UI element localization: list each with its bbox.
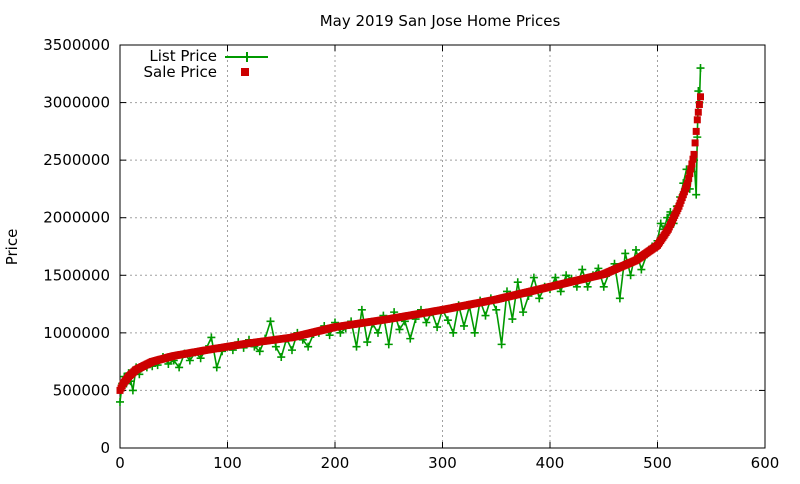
y-tick-label: 500000 — [53, 381, 110, 399]
list-price-point — [513, 278, 522, 287]
y-tick-label: 0 — [100, 439, 110, 457]
list-price-point — [406, 334, 415, 343]
list-price-point — [637, 265, 646, 274]
x-tick-label: 300 — [428, 454, 457, 472]
x-tick-label: 600 — [751, 454, 780, 472]
list-price-point — [277, 353, 286, 362]
list-price-point — [508, 315, 517, 324]
list-price-point — [357, 305, 366, 314]
x-tick-label: 100 — [213, 454, 242, 472]
y-tick-label: 3000000 — [43, 94, 110, 112]
list-price-point — [271, 342, 280, 351]
list-price-point — [460, 321, 468, 330]
legend-label-sale-price: Sale Price — [144, 63, 217, 81]
sale-price-point — [687, 165, 695, 173]
list-price-point — [433, 323, 442, 332]
y-axis-label: Price — [3, 229, 21, 266]
sale-price-point — [688, 160, 696, 168]
list-price-point — [196, 354, 205, 363]
y-tick-label: 2000000 — [43, 209, 110, 227]
list-price-point — [384, 340, 393, 349]
sale-price-point — [693, 116, 701, 124]
list-price-point — [128, 386, 137, 395]
sale-price-point — [697, 93, 704, 101]
series-list-price — [116, 64, 705, 406]
list-price-point — [288, 346, 296, 355]
list-price-point — [551, 273, 560, 282]
list-price-point — [656, 219, 665, 228]
list-price-point — [578, 265, 587, 274]
x-tick-label: 200 — [321, 454, 350, 472]
list-price-point — [615, 294, 624, 303]
y-tick-label: 1000000 — [43, 324, 110, 342]
list-price-point — [212, 363, 221, 372]
list-price-point — [497, 340, 506, 349]
list-price-point — [116, 397, 124, 406]
list-price-point — [492, 305, 501, 314]
sale-price-point — [689, 155, 697, 163]
list-price-point — [207, 333, 216, 342]
chart-title: May 2019 San Jose Home Prices — [320, 12, 561, 30]
x-tick-label: 0 — [115, 454, 125, 472]
sale-price-point — [685, 174, 693, 182]
list-price-point — [583, 282, 592, 291]
y-tick-label: 2500000 — [43, 151, 110, 169]
series-sale-price — [116, 93, 704, 394]
list-price-point — [374, 328, 382, 337]
sale-price-point — [684, 179, 692, 187]
list-price-point — [266, 317, 275, 326]
list-price-point — [696, 64, 705, 73]
sale-price-point — [692, 127, 700, 135]
legend-marker-sale-price — [241, 68, 249, 76]
x-tick-label: 400 — [536, 454, 565, 472]
sale-price-point — [686, 170, 694, 178]
list-price-point — [304, 342, 313, 351]
sale-price-point — [695, 101, 703, 108]
list-price-point — [519, 308, 528, 317]
list-price-point — [449, 328, 458, 337]
axes: 0 100 200 300 400 500 600 0 500000 1000000 1500000… — [43, 36, 779, 472]
list-price-point — [352, 342, 361, 351]
list-price-point — [621, 249, 630, 258]
list-price-point — [481, 311, 490, 320]
list-price-point — [556, 287, 565, 296]
list-price-point — [185, 356, 194, 365]
list-price-point — [535, 294, 544, 303]
list-price-point — [562, 271, 571, 280]
legend-marker-list-price — [242, 52, 252, 62]
legend-label-list-price: List Price — [149, 47, 217, 65]
legend: List Price Sale Price — [144, 47, 268, 81]
list-price-point — [626, 271, 635, 280]
list-price-point — [594, 264, 603, 273]
list-price-point — [470, 328, 479, 337]
list-price-point — [599, 282, 608, 291]
grid — [120, 45, 765, 448]
list-price-point — [692, 190, 701, 199]
list-price-point — [395, 325, 404, 334]
list-price-point — [443, 316, 452, 325]
list-price-point — [255, 347, 264, 356]
x-tick-label: 500 — [643, 454, 672, 472]
y-tick-label: 1500000 — [43, 266, 110, 284]
list-price-point — [529, 273, 538, 282]
list-price-point — [632, 245, 640, 254]
sale-price-point — [690, 150, 698, 158]
sale-price-point — [691, 139, 699, 147]
y-tick-label: 3500000 — [43, 36, 110, 54]
sale-price-point — [694, 108, 702, 116]
list-price-point — [175, 363, 184, 372]
list-price-point — [363, 338, 372, 347]
list-price-point — [422, 318, 431, 327]
